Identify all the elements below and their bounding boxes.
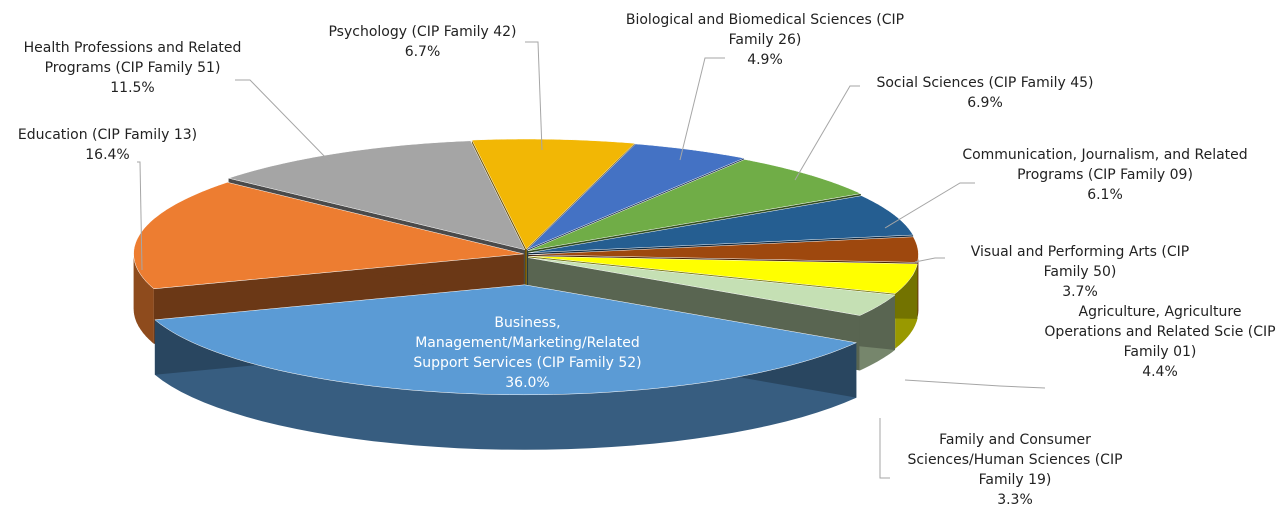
leader-line bbox=[904, 379, 1046, 389]
value-label: 3.7% bbox=[1062, 284, 1098, 300]
slice bbox=[526, 143, 745, 250]
value-label: 6.7% bbox=[404, 44, 441, 60]
value-label: 4.4% bbox=[1142, 364, 1178, 380]
data-label: Agriculture, Agriculture Operations and … bbox=[1040, 302, 1280, 382]
category-name: Visual and Performing Arts (CIP Family 5… bbox=[970, 244, 1190, 280]
data-label: Visual and Performing Arts (CIP Family 5… bbox=[955, 242, 1205, 302]
leader-line bbox=[879, 418, 890, 479]
value-label: 3.3% bbox=[997, 492, 1033, 508]
data-label: Health Professions and Related Programs … bbox=[5, 38, 260, 98]
leader-line bbox=[137, 161, 143, 271]
value-label: 6.1% bbox=[1087, 187, 1123, 203]
data-label: Biological and Biomedical Sciences (CIP … bbox=[625, 10, 905, 70]
value-label: 16.4% bbox=[85, 147, 130, 163]
slice bbox=[528, 195, 914, 254]
value-label: 36.0% bbox=[505, 375, 550, 391]
leader-line bbox=[794, 85, 860, 181]
category-name: Business, Management/Marketing/Related S… bbox=[413, 315, 642, 371]
category-name: Communication, Journalism, and Related P… bbox=[962, 147, 1248, 183]
value-label: 4.9% bbox=[747, 52, 783, 68]
slice bbox=[528, 257, 896, 316]
value-label: 6.9% bbox=[967, 95, 1003, 111]
slice bbox=[227, 140, 526, 251]
data-label: Family and Consumer Sciences/Human Scien… bbox=[900, 430, 1130, 510]
category-name: Biological and Biomedical Sciences (CIP … bbox=[625, 12, 905, 48]
leader-line bbox=[235, 79, 331, 163]
category-name: Social Sciences (CIP Family 45) bbox=[876, 75, 1094, 91]
data-label: Education (CIP Family 13) 16.4% bbox=[0, 125, 215, 165]
leader-line bbox=[914, 257, 945, 263]
slice bbox=[154, 284, 858, 396]
leader-line bbox=[679, 57, 725, 161]
category-name: Education (CIP Family 13) bbox=[17, 127, 198, 143]
slice-side bbox=[154, 319, 857, 450]
value-label: 11.5% bbox=[110, 80, 155, 96]
leader-line bbox=[884, 182, 975, 229]
data-label: Business, Management/Marketing/Related S… bbox=[390, 313, 665, 393]
category-name: Psychology (CIP Family 42) bbox=[328, 24, 517, 40]
category-name: Health Professions and Related Programs … bbox=[23, 40, 242, 76]
data-label: Social Sciences (CIP Family 45) 6.9% bbox=[850, 73, 1120, 113]
slice bbox=[528, 236, 919, 263]
slice bbox=[471, 138, 636, 250]
slice bbox=[528, 255, 918, 294]
leader-line bbox=[525, 41, 543, 151]
data-label: Communication, Journalism, and Related P… bbox=[960, 145, 1250, 205]
slice bbox=[527, 159, 862, 252]
category-name: Agriculture, Agriculture Operations and … bbox=[1044, 304, 1276, 360]
slice-side bbox=[917, 254, 919, 318]
data-label: Psychology (CIP Family 42) 6.7% bbox=[300, 22, 545, 62]
slice bbox=[133, 182, 524, 290]
category-name: Family and Consumer Sciences/Human Scien… bbox=[907, 432, 1123, 488]
slice-side bbox=[133, 253, 154, 344]
